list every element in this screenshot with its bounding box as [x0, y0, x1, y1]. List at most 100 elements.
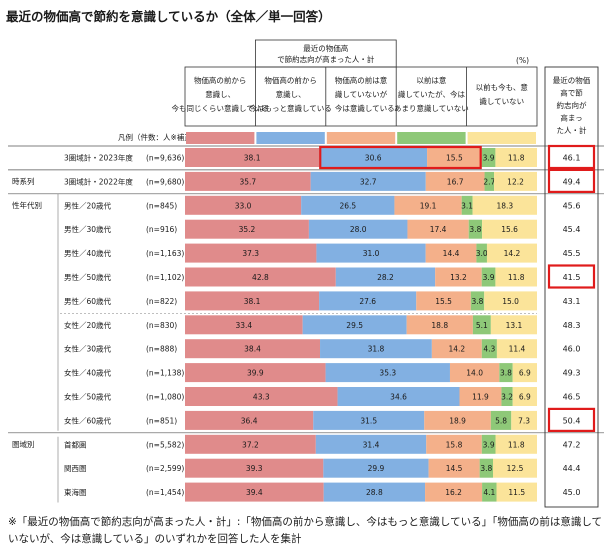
total-value: 44.4: [563, 464, 581, 473]
data-label: 38.1: [244, 154, 261, 163]
bar-segment: [337, 387, 460, 406]
bar-segment: [482, 219, 537, 239]
bar-segment: [316, 243, 426, 263]
bar-segment: [335, 267, 436, 287]
data-label: 15.5: [435, 297, 452, 306]
total-value: 48.3: [563, 321, 581, 330]
data-label: 39.3: [246, 464, 263, 473]
row-n: (n=9,680): [146, 177, 184, 186]
bar-segment: [481, 148, 496, 167]
total-value: 47.2: [563, 440, 581, 449]
data-label: 26.5: [339, 201, 356, 210]
data-label: 18.9: [449, 416, 466, 425]
data-label: 11.8: [508, 273, 525, 282]
series-header-text: 今はもっと意識している: [249, 103, 331, 113]
data-label: 2.7: [483, 177, 495, 186]
data-label: 16.2: [445, 488, 462, 497]
section-label: 圏域別: [12, 439, 35, 449]
data-label: 5.1: [476, 321, 488, 330]
bar-segment: [185, 339, 321, 359]
table-row: 女性／60歳代 (n=851) 36.4 31.5 18.9 5.8 7.3: [64, 410, 537, 430]
data-label: 15.6: [501, 225, 518, 234]
series-header-text: 意識し、: [205, 89, 235, 99]
data-label: 11.8: [508, 440, 525, 449]
total-value: 45.5: [563, 249, 581, 258]
total-cell: 45.0: [563, 488, 581, 497]
total-value: 45.6: [563, 201, 581, 210]
data-label: 29.9: [368, 464, 385, 473]
bar-segment: [476, 243, 487, 263]
bar-segment: [425, 243, 477, 263]
bar-segment: [490, 315, 537, 335]
row-label: 女性／50歳代: [64, 392, 112, 402]
bar-segment: [481, 339, 497, 359]
bar-segment: [511, 410, 537, 430]
row-n: (n=1,080): [146, 393, 184, 402]
bar-segment: [315, 434, 427, 454]
row-label: 東海圏: [64, 487, 87, 497]
data-label: 15.8: [446, 440, 463, 449]
total-value: 43.1: [563, 297, 581, 306]
total-header-text: 約志向が: [557, 100, 587, 110]
total-cell: 46.1: [547, 144, 596, 170]
data-label: 3.9: [483, 440, 495, 449]
total-highlight-box: [547, 168, 596, 193]
data-label: 33.4: [235, 321, 252, 330]
row-n: (n=9,636): [146, 154, 184, 163]
table-row: 関西圏 (n=2,599) 39.3 29.9 14.5 3.8 12.5: [64, 458, 537, 478]
total-value: 46.5: [563, 393, 581, 402]
bar-segment: [185, 267, 336, 287]
bar-segment: [185, 291, 320, 311]
row-label: 男性／30歳代: [64, 224, 112, 234]
legend-swatch: [186, 132, 255, 144]
total-cell: 50.4: [547, 407, 596, 432]
row-n: (n=830): [146, 321, 177, 330]
data-label: 16.7: [447, 177, 464, 186]
bar-segment: [185, 243, 317, 263]
row-n: (n=1,163): [146, 249, 184, 258]
data-label: 39.9: [247, 369, 264, 378]
data-label: 7.3: [518, 416, 530, 425]
data-label: 4.1: [483, 488, 495, 497]
data-label: 43.3: [253, 393, 270, 402]
table-row: 女性／50歳代 (n=1,080) 43.3 34.6 11.9 3.2 6.9: [64, 387, 537, 406]
row-n: (n=916): [146, 225, 177, 234]
total-header-text: 高で節: [560, 88, 583, 98]
data-label: 27.6: [359, 297, 376, 306]
bar-segment: [427, 148, 482, 167]
data-label: 38.4: [244, 345, 261, 354]
footnote: ※「最近の物価高で節約志向が高まった人・計」:「物価高の前から意識し、今はもっと…: [8, 516, 603, 545]
legend-row-label: 凡例（件数：人※補正後）: [118, 132, 207, 142]
data-label: 11.4: [509, 345, 526, 354]
data-label: 14.2: [448, 345, 465, 354]
total-header-text: 最近の物価: [553, 75, 591, 85]
bar-segment: [501, 387, 513, 406]
table-row: 男性／20歳代 (n=845) 33.0 26.5 19.1 3.1 18.3: [64, 195, 537, 215]
bar-segment: [424, 410, 491, 430]
series-header-text: 今も同じくらい意識している: [172, 103, 269, 113]
data-label: 28.8: [366, 488, 383, 497]
bar-segment: [416, 291, 471, 311]
data-label: 15.0: [502, 297, 519, 306]
bar-segment: [185, 148, 320, 167]
series-header-text: 意識し、: [276, 89, 306, 99]
data-label: 14.4: [443, 249, 460, 258]
bar-segment: [407, 219, 469, 239]
bar-segment: [468, 219, 483, 239]
series-header-text: 物価高の前は意: [335, 75, 388, 85]
row-n: (n=851): [146, 416, 177, 425]
bar-segment: [479, 458, 493, 478]
total-cell: 45.6: [563, 201, 581, 210]
series-header-text: 識していないが: [335, 89, 388, 99]
data-label: 3.0: [476, 249, 488, 258]
data-label: 30.6: [365, 154, 382, 163]
bar-segment: [435, 267, 482, 287]
table-row: 男性／50歳代 (n=1,102) 42.8 28.2 13.2 3.9 11.8: [64, 267, 537, 287]
data-label: 3.8: [480, 464, 492, 473]
chart-title: 最近の物価高で節約を意識しているか（全体／単一回答）: [6, 9, 331, 24]
total-cell: 46.5: [563, 393, 581, 402]
data-label: 13.1: [506, 321, 523, 330]
total-value: 45.4: [563, 225, 581, 234]
bar-segment: [325, 363, 450, 383]
bar-segment: [308, 219, 408, 239]
